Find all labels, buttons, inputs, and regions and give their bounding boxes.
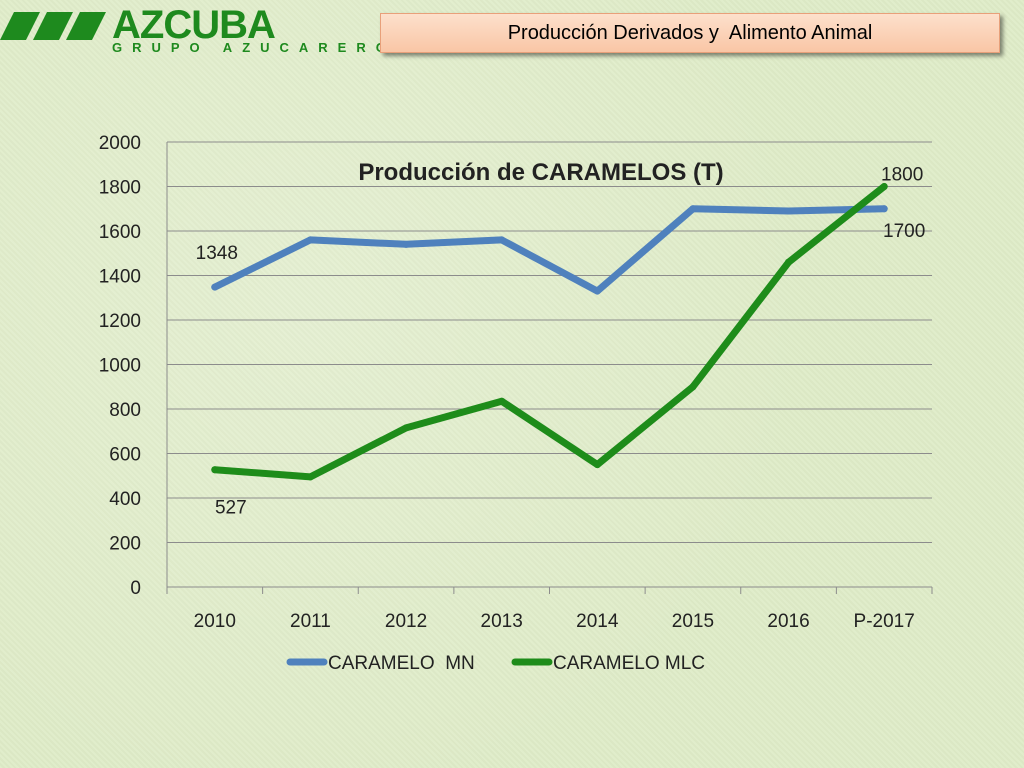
- x-tick-label: 2015: [672, 611, 714, 632]
- y-tick-label: 600: [109, 445, 141, 466]
- x-tick-label: 2012: [385, 611, 427, 632]
- x-tick-label: 2014: [576, 611, 619, 632]
- data-label: 527: [215, 498, 247, 519]
- logo-subtitle: GRUPO AZUCARERO: [112, 40, 396, 55]
- y-tick-label: 1800: [99, 178, 141, 199]
- data-point: [785, 207, 793, 215]
- x-tick-label: 2016: [767, 611, 809, 632]
- y-tick-label: 2000: [99, 133, 141, 154]
- logo-stripes-icon: [0, 12, 106, 40]
- data-label: 1348: [196, 243, 238, 264]
- data-point: [498, 236, 506, 244]
- data-point: [306, 473, 314, 481]
- azcuba-logo: AZCUBA GRUPO AZUCARERO: [0, 0, 386, 60]
- data-point: [689, 205, 697, 213]
- y-tick-label: 1000: [99, 356, 141, 377]
- x-tick-label: P-2017: [854, 611, 915, 632]
- x-tick-label: 2011: [290, 611, 331, 632]
- data-point: [211, 283, 219, 291]
- data-point: [211, 466, 219, 474]
- chart-legend: CARAMELO MN CARAMELO MLC: [286, 653, 705, 674]
- data-point: [880, 183, 888, 190]
- data-point: [593, 287, 601, 295]
- data-label: 1800: [881, 165, 923, 186]
- data-point: [498, 397, 506, 405]
- data-point: [880, 205, 888, 213]
- logo-name: AZCUBA: [112, 3, 276, 47]
- data-point: [593, 461, 601, 469]
- header-banner: Producción Derivados y Alimento Animal: [380, 13, 1000, 53]
- chart-data-labels: 1348 527 1800 1700: [196, 165, 926, 519]
- series-line-caramelo-mn: [211, 205, 888, 295]
- y-tick-label: 1600: [99, 222, 141, 243]
- x-tick-label: 2013: [481, 611, 523, 632]
- data-label: 1700: [883, 221, 925, 242]
- y-tick-label: 1400: [99, 267, 141, 288]
- data-point: [689, 383, 697, 391]
- y-tick-label: 200: [109, 534, 141, 555]
- chart-axes: 0 200 400 600 800 1000 1200 1400 1600 1800 2000 201…: [99, 133, 933, 632]
- series-line-caramelo-mlc: [211, 183, 888, 481]
- x-tick-label: 2010: [194, 611, 236, 632]
- y-tick-label: 1200: [99, 311, 141, 332]
- y-tick-label: 0: [130, 578, 141, 599]
- data-point: [402, 424, 410, 432]
- data-point: [402, 240, 410, 248]
- y-tick-label: 800: [109, 400, 141, 421]
- chart-series: [211, 183, 888, 481]
- data-point: [785, 258, 793, 266]
- legend-label: CARAMELO MLC: [553, 653, 705, 674]
- page-title: Producción Derivados y Alimento Animal: [507, 21, 873, 44]
- chart-gridlines: [167, 141, 932, 588]
- legend-label: CARAMELO MN: [328, 653, 475, 674]
- y-tick-label: 400: [109, 489, 141, 510]
- chart-title: Producción de CARAMELOS (T): [358, 159, 723, 186]
- data-point: [306, 236, 314, 244]
